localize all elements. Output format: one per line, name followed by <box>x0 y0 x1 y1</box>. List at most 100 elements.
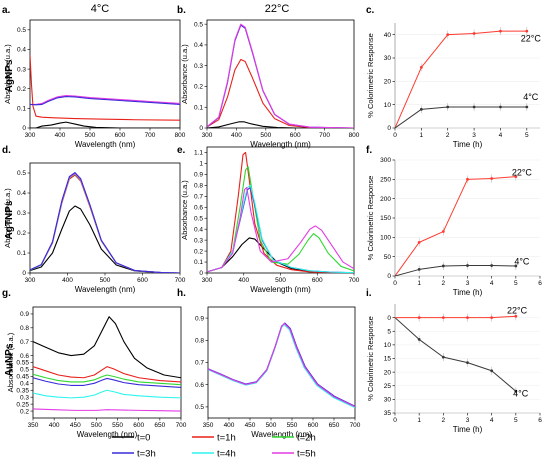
x-tick-label: 600 <box>137 277 148 284</box>
y-tick-label: 0.6 <box>20 353 29 360</box>
series-line-e-5 <box>207 186 354 273</box>
y-tick-label: 0 <box>199 125 203 132</box>
series-line-g-1 <box>33 366 181 383</box>
x-tick-label: 450 <box>245 422 256 429</box>
y-axis-label: Absorbance (u.a.) <box>180 44 189 104</box>
series-line-g-3 <box>33 377 181 389</box>
legend-label: t=1h <box>217 433 236 444</box>
x-tick-label: 2 <box>442 280 446 287</box>
x-tick-label: 700 <box>350 422 361 429</box>
x-tick-label: 5 <box>514 280 518 287</box>
x-tick-label: 5 <box>514 417 518 424</box>
y-axis-label: % Colorimetric Response <box>366 316 375 401</box>
legend-label: t=2h <box>297 433 316 444</box>
y-tick-label: 0.5 <box>20 367 29 374</box>
data-point-c-0-2 <box>446 33 450 37</box>
row-label-agtnps: AgTNPs <box>4 200 15 239</box>
data-point-i-0-2 <box>441 355 445 359</box>
panel-a: a. 300 400 500 600 700 800 0 0.1 0.2 0.3 0.4 0.5 Wave… <box>2 5 186 149</box>
data-point-c-1-3 <box>472 105 476 109</box>
y-tick-label: 0 <box>22 270 26 277</box>
series-line-c-1 <box>395 106 527 128</box>
annotation-f-1: 4°C <box>514 256 530 266</box>
x-tick-label: 400 <box>224 422 235 429</box>
x-tick-label: 300 <box>202 277 213 284</box>
x-tick-label: 550 <box>287 422 298 429</box>
data-point-f-1-4 <box>490 264 494 267</box>
y-tick-label: 0.2 <box>194 248 203 255</box>
legend-label: t=0 <box>137 433 150 444</box>
panel-d: d. 300 400 500 600 700 0 0.1 0.2 0.3 0.4 0.5 Wavelen… <box>2 145 186 294</box>
data-point-f-1-3 <box>466 264 469 267</box>
y-tick-label: 0.2 <box>17 86 26 93</box>
panel-letter: f. <box>366 145 372 156</box>
y-tick-label: 0.35 <box>16 387 29 394</box>
y-tick-label: 0.25 <box>16 401 29 408</box>
y-tick-label: 0.2 <box>20 408 29 415</box>
y-tick-label: 40 <box>384 32 392 39</box>
legend-label: t=3h <box>137 449 156 460</box>
data-point-c-1-5 <box>525 105 529 109</box>
data-point-f-0-5 <box>514 175 518 179</box>
x-tick-label: 600 <box>312 277 323 284</box>
panel-g: g. 350 400 450 500 550 600 650 700 0.20.250.30.35… <box>2 288 187 439</box>
x-tick-label: 700 <box>175 277 186 284</box>
series-line-g-0 <box>33 316 181 379</box>
y-tick-label: 30 <box>384 397 392 404</box>
y-tick-label: 20 <box>384 369 392 376</box>
y-tick-label: 10 <box>384 342 392 349</box>
x-axis-label: Time (h) <box>453 140 483 149</box>
x-tick-label: 3 <box>466 417 470 424</box>
series-line-e-1 <box>207 151 354 273</box>
data-point-i-1-1 <box>417 316 421 320</box>
row-label-agnps: AgNPs <box>4 59 15 92</box>
panel-f: f. 0 1 2 3 4 5 6 0 50 100 150 200 250 300 Time (h) % Col… <box>366 145 542 297</box>
x-tick-label: 400 <box>231 132 242 139</box>
x-tick-label: 3 <box>472 132 476 139</box>
annotation-c-1: 4°C <box>523 92 539 102</box>
x-tick-label: 1 <box>417 417 421 424</box>
panel-b: b. 300 400 500 600 700 800 0 0.1 0.2 0.3 0.4 0.5 Wave… <box>177 5 360 149</box>
y-tick-label: 200 <box>380 196 391 203</box>
y-tick-label: 0.6 <box>195 382 204 389</box>
x-axis-label: Wavelength (nm) <box>250 285 311 294</box>
panel-letter: d. <box>2 145 11 156</box>
y-tick-label: 0.1 <box>17 250 26 257</box>
y-tick-label: 0.8 <box>20 325 29 332</box>
legend: t=0 t=1h t=2h t=3h t=4h t=5h <box>112 433 316 460</box>
y-tick-label: 35 <box>384 410 392 417</box>
y-tick-label: 5 <box>387 328 391 335</box>
x-tick-label: 0 <box>393 417 397 424</box>
x-tick-label: 1 <box>417 280 421 287</box>
x-tick-label: 4 <box>490 417 494 424</box>
annotation-c-0: 22°C <box>521 34 542 44</box>
y-tick-label: 100 <box>380 235 391 242</box>
y-tick-label: 300 <box>380 157 391 164</box>
y-tick-label: 0.3 <box>20 394 29 401</box>
y-tick-label: 0.5 <box>194 215 203 222</box>
y-tick-label: 0.1 <box>194 104 203 111</box>
x-tick-label: 800 <box>175 132 186 139</box>
series-line-i-1 <box>395 315 516 319</box>
data-point-f-1-5 <box>514 264 518 268</box>
x-tick-label: 4 <box>490 280 494 287</box>
x-tick-label: 2 <box>442 417 446 424</box>
x-tick-label: 650 <box>154 422 165 429</box>
y-tick-label: 0.4 <box>194 42 203 49</box>
y-tick-label: 0 <box>22 125 26 132</box>
y-tick-label: 0.9 <box>195 315 204 322</box>
x-tick-label: 0 <box>393 132 397 139</box>
x-tick-label: 600 <box>290 132 301 139</box>
x-tick-label: 600 <box>308 422 319 429</box>
y-tick-label: 10 <box>384 102 392 109</box>
series-line-g-5 <box>33 408 181 412</box>
y-tick-label: 0.4 <box>20 381 29 388</box>
y-axis-label: Absorbance (u.a.) <box>3 188 12 248</box>
y-tick-label: 0.7 <box>20 339 29 346</box>
series-line-a-0 <box>30 121 180 128</box>
x-tick-label: 500 <box>275 277 286 284</box>
data-point-i-0-3 <box>466 361 469 364</box>
y-tick-label: 0.3 <box>194 237 203 244</box>
x-tick-label: 600 <box>133 422 144 429</box>
